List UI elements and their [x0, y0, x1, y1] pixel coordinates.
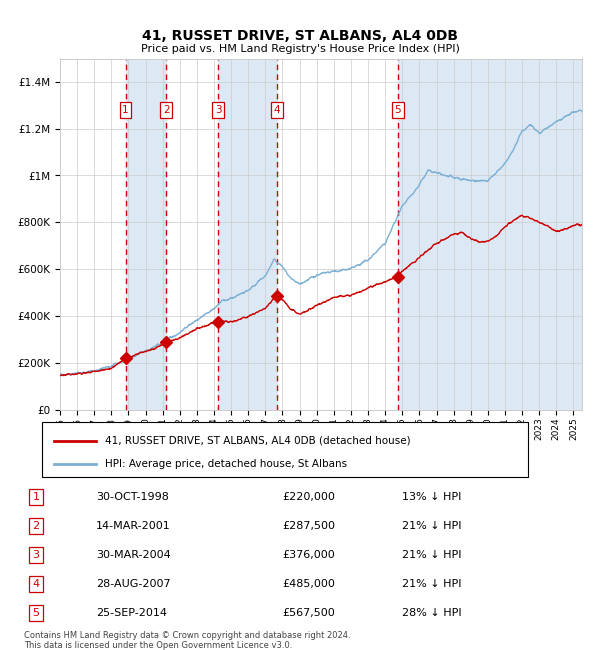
- Bar: [398, 58, 582, 410]
- Text: £220,000: £220,000: [282, 492, 335, 502]
- Text: 5: 5: [32, 608, 40, 617]
- Text: 30-OCT-1998: 30-OCT-1998: [96, 492, 169, 502]
- Text: 28-AUG-2007: 28-AUG-2007: [96, 579, 170, 589]
- Text: £376,000: £376,000: [282, 550, 335, 560]
- Text: 2: 2: [163, 105, 169, 115]
- Text: 21% ↓ HPI: 21% ↓ HPI: [402, 550, 461, 560]
- Text: 25-SEP-2014: 25-SEP-2014: [96, 608, 167, 617]
- Text: HPI: Average price, detached house, St Albans: HPI: Average price, detached house, St A…: [105, 459, 347, 469]
- Text: 5: 5: [394, 105, 401, 115]
- Text: 28% ↓ HPI: 28% ↓ HPI: [402, 608, 461, 617]
- Text: 41, RUSSET DRIVE, ST ALBANS, AL4 0DB: 41, RUSSET DRIVE, ST ALBANS, AL4 0DB: [142, 29, 458, 44]
- Text: 14-MAR-2001: 14-MAR-2001: [96, 521, 171, 531]
- Text: 4: 4: [274, 105, 280, 115]
- Text: 1: 1: [122, 105, 129, 115]
- Text: 21% ↓ HPI: 21% ↓ HPI: [402, 521, 461, 531]
- Text: Price paid vs. HM Land Registry's House Price Index (HPI): Price paid vs. HM Land Registry's House …: [140, 44, 460, 54]
- Text: 1: 1: [32, 492, 40, 502]
- Text: 2: 2: [32, 521, 40, 531]
- Text: 3: 3: [32, 550, 40, 560]
- Bar: [218, 58, 277, 410]
- Text: £567,500: £567,500: [282, 608, 335, 617]
- Text: 3: 3: [215, 105, 221, 115]
- Text: £287,500: £287,500: [282, 521, 335, 531]
- Text: 21% ↓ HPI: 21% ↓ HPI: [402, 579, 461, 589]
- Text: 41, RUSSET DRIVE, ST ALBANS, AL4 0DB (detached house): 41, RUSSET DRIVE, ST ALBANS, AL4 0DB (de…: [105, 436, 410, 446]
- Text: £485,000: £485,000: [282, 579, 335, 589]
- Text: 30-MAR-2004: 30-MAR-2004: [96, 550, 171, 560]
- Text: 13% ↓ HPI: 13% ↓ HPI: [402, 492, 461, 502]
- Text: 4: 4: [32, 579, 40, 589]
- Bar: [125, 58, 166, 410]
- Text: Contains HM Land Registry data © Crown copyright and database right 2024.: Contains HM Land Registry data © Crown c…: [24, 631, 350, 640]
- Text: This data is licensed under the Open Government Licence v3.0.: This data is licensed under the Open Gov…: [24, 641, 292, 650]
